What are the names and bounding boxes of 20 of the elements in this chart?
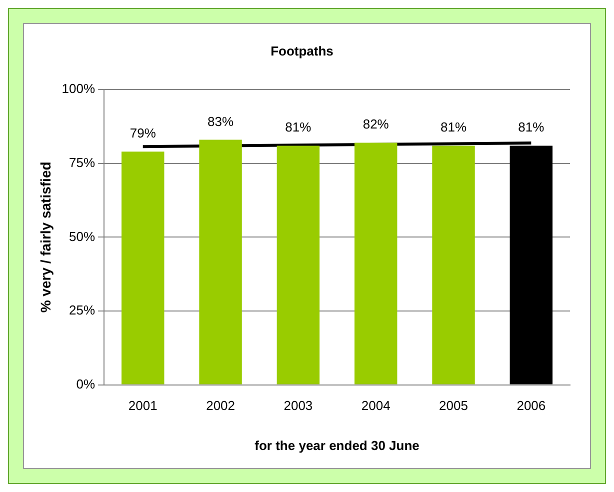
x-axis-title: for the year ended 30 June (254, 438, 420, 453)
x-tick-label: 2003 (284, 398, 313, 414)
data-label: 81% (518, 120, 545, 135)
data-label: 81% (440, 120, 467, 135)
data-label: 82% (362, 116, 390, 132)
y-tick-label: 25% (69, 302, 96, 318)
y-tick-label: 100% (62, 81, 96, 96)
chart-title: Footpaths (270, 43, 334, 58)
x-tick-label: 2001 (128, 398, 158, 414)
data-label: 83% (208, 114, 234, 129)
y-tick-label: 0% (76, 376, 96, 392)
y-tick-label: 75% (69, 154, 96, 170)
x-tick-label: 2002 (206, 398, 235, 414)
x-tick-label: 2006 (516, 398, 546, 414)
x-tick-label: 2004 (361, 398, 390, 414)
y-tick-label: 50% (69, 228, 96, 244)
x-tick-label: 2005 (439, 398, 468, 414)
data-label: 81% (285, 120, 312, 135)
y-axis-title: % very / fairly satisfied (37, 162, 54, 313)
data-label: 79% (130, 126, 156, 141)
